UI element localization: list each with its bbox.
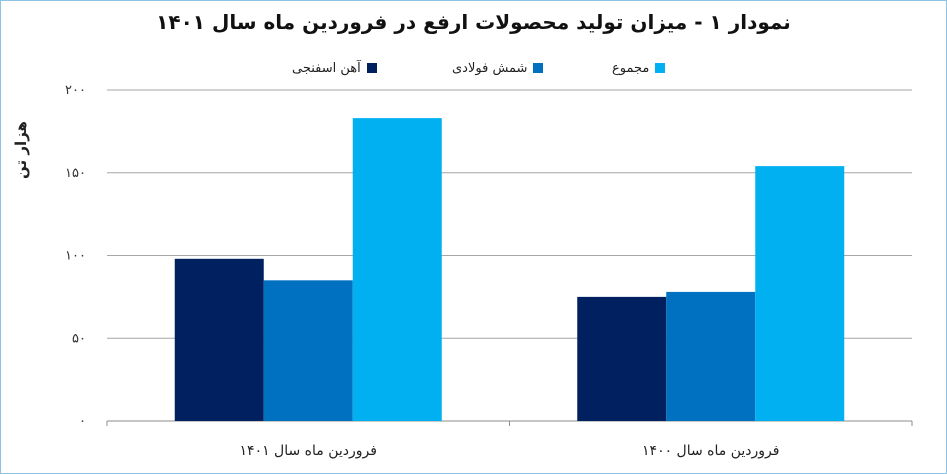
- y-tick-label-4: ۲۰۰: [65, 83, 86, 98]
- y-tick-label-0: ۰: [79, 414, 86, 429]
- y-tick-label-3: ۱۵۰: [65, 166, 86, 181]
- legend-label-steel-billet: شمش فولادی: [452, 60, 528, 76]
- x-category-label-1: فروردین ماه سال ۱۴۰۰: [642, 443, 779, 459]
- legend-label-total: مجموع: [612, 60, 650, 76]
- legend-swatch-steel-billet: [533, 63, 544, 73]
- legend-item-steel-billet: شمش فولادی: [452, 58, 544, 78]
- bar-1-1: [666, 291, 756, 421]
- legend-label-sponge-iron: آهن اسفنجی: [292, 60, 361, 76]
- chart-legend: آهن اسفنجی شمش فولادی مجموع: [0, 58, 947, 78]
- x-category-label-0: فروردین ماه سال ۱۴۰۱: [240, 443, 377, 459]
- bar-1-0: [577, 296, 667, 421]
- bar-1-2: [755, 166, 845, 421]
- y-tick-label-2: ۱۰۰: [65, 249, 86, 264]
- bar-0-2: [352, 118, 442, 421]
- legend-item-total: مجموع: [612, 58, 666, 78]
- legend-swatch-total: [655, 63, 666, 73]
- bar-0-1: [263, 280, 353, 421]
- y-tick-label-1: ۵۰: [72, 331, 86, 346]
- bar-0-0: [174, 258, 264, 421]
- legend-swatch-sponge-iron: [366, 63, 377, 73]
- legend-item-sponge-iron: آهن اسفنجی: [292, 58, 377, 78]
- chart-title: نمودار ۱ - میزان تولید محصولات ارفع در ف…: [156, 10, 791, 34]
